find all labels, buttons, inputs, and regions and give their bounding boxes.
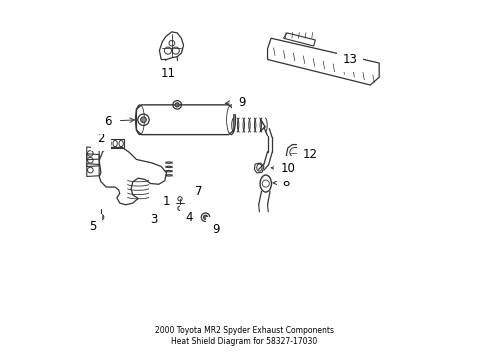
Text: 9: 9	[225, 95, 245, 108]
Text: 10: 10	[271, 162, 295, 175]
Circle shape	[203, 215, 207, 219]
Text: 9: 9	[206, 217, 220, 236]
Text: 13: 13	[342, 53, 357, 66]
Text: 8: 8	[273, 176, 289, 189]
Text: 2: 2	[97, 132, 104, 145]
Text: 6: 6	[104, 115, 134, 128]
Circle shape	[175, 103, 179, 107]
Text: 11: 11	[161, 67, 175, 80]
Circle shape	[141, 117, 146, 123]
Text: 3: 3	[149, 213, 157, 226]
Text: 12: 12	[302, 148, 317, 161]
Text: 4: 4	[185, 211, 193, 224]
Circle shape	[100, 216, 102, 219]
Text: 5: 5	[89, 220, 97, 233]
Text: 7: 7	[195, 184, 203, 198]
Text: 2000 Toyota MR2 Spyder Exhaust Components
Heat Shield Diagram for 58327-17030: 2000 Toyota MR2 Spyder Exhaust Component…	[155, 325, 333, 346]
Text: 1: 1	[163, 195, 170, 208]
